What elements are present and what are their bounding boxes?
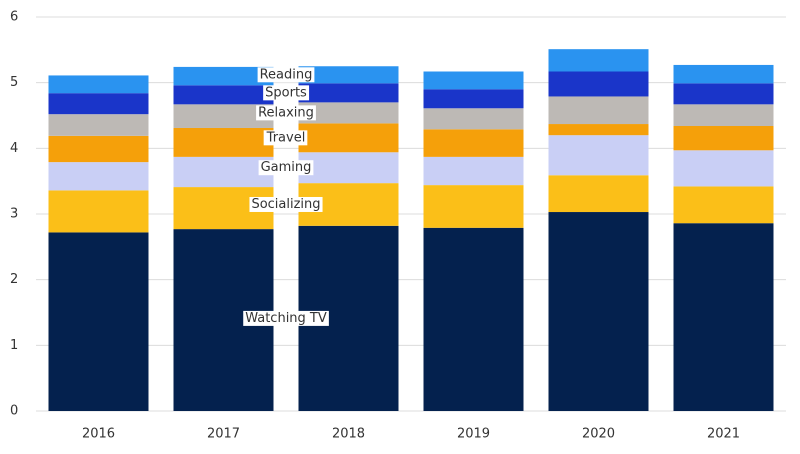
- bar-segment: [173, 85, 274, 105]
- bar-segment: [423, 129, 524, 157]
- x-tick-label: 2021: [707, 427, 740, 442]
- series-label-bg: [257, 67, 315, 83]
- x-tick-label: 2020: [582, 427, 615, 442]
- series-label-text: Gaming: [261, 160, 312, 175]
- bar-segment: [173, 66, 274, 86]
- y-tick-label: 3: [10, 207, 18, 222]
- bar-segment: [548, 124, 649, 136]
- bar-segment: [423, 185, 524, 228]
- bar-segment: [423, 89, 524, 109]
- bar-segment: [673, 64, 774, 84]
- bar-segment: [173, 156, 274, 188]
- bar-segment: [423, 156, 524, 186]
- bar-segment: [673, 223, 774, 411]
- y-tick-label: 4: [10, 141, 18, 156]
- series-label-text: Relaxing: [258, 105, 314, 120]
- series-label-bg: [263, 85, 310, 101]
- bar-segment: [48, 190, 149, 233]
- bar-segment: [548, 212, 649, 411]
- series-label-text: Sports: [265, 85, 307, 100]
- bar-segment: [48, 232, 149, 411]
- bar-segment: [173, 104, 274, 128]
- bar-segment: [423, 108, 524, 130]
- bar-segment: [548, 71, 649, 97]
- bar-segment: [298, 123, 399, 153]
- bar-segment: [548, 135, 649, 176]
- series-label-bg: [256, 105, 316, 121]
- series-label-text: Travel: [266, 130, 306, 145]
- y-tick-label: 5: [10, 75, 18, 90]
- series-label-bg: [263, 130, 308, 146]
- series-label: Travel: [263, 130, 308, 146]
- bar-segment: [298, 83, 399, 103]
- bar-segment: [298, 152, 399, 184]
- bars: [48, 49, 774, 411]
- bar-segment: [423, 227, 524, 411]
- bar-segment: [673, 83, 774, 105]
- bar-segment: [673, 104, 774, 127]
- bar-segment: [48, 93, 149, 115]
- y-tick-label: 0: [10, 404, 18, 419]
- series-label: Sports: [263, 85, 310, 101]
- bar-segment: [673, 186, 774, 224]
- bar-segment: [423, 71, 524, 90]
- y-tick-label: 1: [10, 338, 18, 353]
- bar-segment: [48, 135, 149, 163]
- series-label-bg: [258, 160, 314, 176]
- series-label: Reading: [257, 67, 315, 83]
- series-label: Relaxing: [256, 105, 316, 121]
- bar-segment: [48, 114, 149, 136]
- series-label-text: Watching TV: [245, 311, 327, 326]
- series-label-bg: [243, 310, 329, 326]
- bar-segment: [548, 49, 649, 72]
- bar-segment: [48, 75, 149, 94]
- bar-segment: [173, 127, 274, 157]
- series-label: Watching TV: [243, 310, 329, 326]
- bar-segment: [548, 96, 649, 125]
- y-tick-label: 2: [10, 272, 18, 287]
- x-tick-label: 2017: [207, 427, 240, 442]
- x-tick-label: 2019: [457, 427, 490, 442]
- bar-segment: [48, 162, 149, 191]
- bar-segment: [673, 126, 774, 151]
- series-label-text: Socializing: [251, 197, 320, 212]
- bar-segment: [298, 102, 399, 124]
- series-label-text: Reading: [260, 67, 313, 82]
- series-label: Socializing: [249, 196, 323, 212]
- y-tick-label: 6: [10, 10, 18, 25]
- series-label-bg: [249, 196, 323, 212]
- x-tick-label: 2016: [82, 427, 115, 442]
- bar-segment: [298, 66, 399, 84]
- bar-segment: [548, 175, 649, 213]
- series-label: Gaming: [258, 160, 314, 176]
- bar-segment: [673, 150, 774, 187]
- x-tick-label: 2018: [332, 427, 365, 442]
